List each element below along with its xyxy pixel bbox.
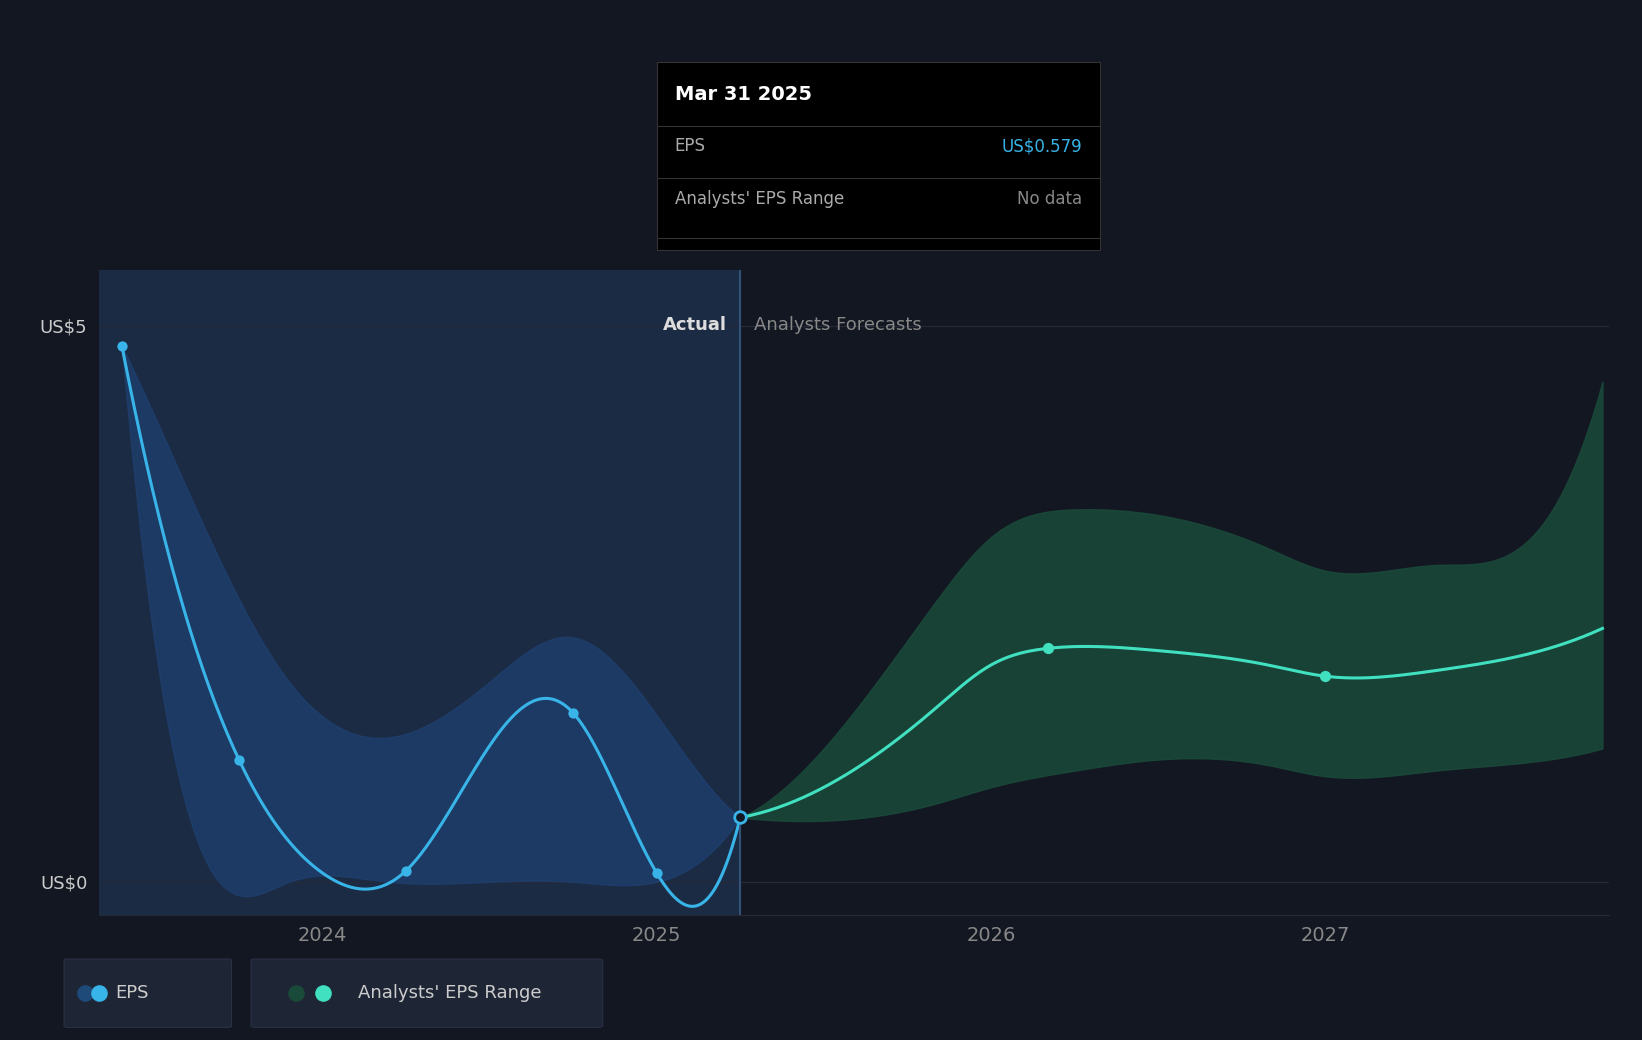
- Point: [1034, 640, 1061, 656]
- Text: Actual: Actual: [663, 315, 727, 334]
- Point: [727, 809, 754, 826]
- Text: Analysts' EPS Range: Analysts' EPS Range: [358, 984, 542, 1003]
- Text: Analysts Forecasts: Analysts Forecasts: [754, 315, 921, 334]
- Text: Analysts' EPS Range: Analysts' EPS Range: [675, 189, 844, 208]
- Point: [560, 704, 586, 721]
- Text: US$0.579: US$0.579: [1002, 137, 1082, 155]
- Point: [72, 985, 99, 1002]
- FancyBboxPatch shape: [64, 959, 232, 1028]
- Text: EPS: EPS: [115, 984, 148, 1003]
- Point: [85, 985, 112, 1002]
- Point: [644, 864, 670, 881]
- FancyBboxPatch shape: [657, 62, 1100, 250]
- Text: Mar 31 2025: Mar 31 2025: [675, 85, 811, 104]
- Bar: [99, 270, 741, 915]
- Point: [1312, 668, 1338, 684]
- FancyBboxPatch shape: [251, 959, 603, 1028]
- Point: [108, 338, 135, 355]
- Text: No data: No data: [1018, 189, 1082, 208]
- Point: [392, 862, 419, 879]
- Text: EPS: EPS: [675, 137, 706, 155]
- Point: [310, 985, 337, 1002]
- Point: [225, 751, 251, 768]
- Point: [282, 985, 309, 1002]
